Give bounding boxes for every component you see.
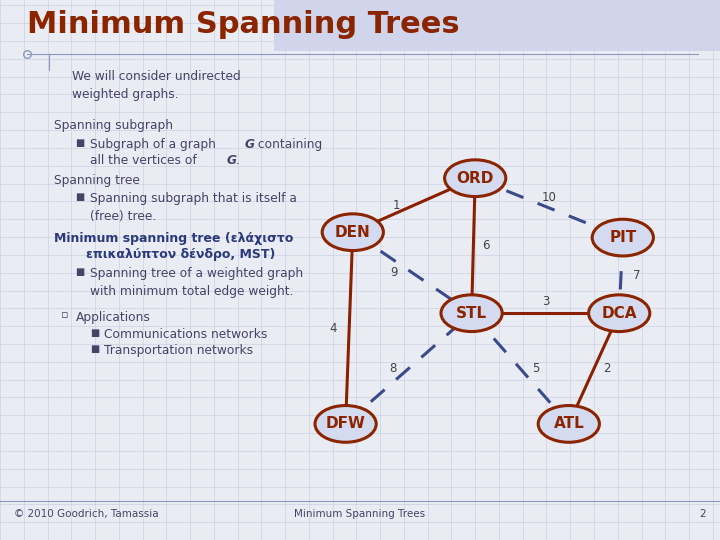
Text: 1: 1 xyxy=(392,199,400,212)
Text: .: . xyxy=(235,154,239,167)
Text: containing: containing xyxy=(254,138,323,151)
Text: Spanning tree of a weighted graph
with minimum total edge weight.: Spanning tree of a weighted graph with m… xyxy=(90,267,303,298)
Text: DCA: DCA xyxy=(601,306,637,321)
Text: all the vertices of: all the vertices of xyxy=(90,154,201,167)
Text: Subgraph of a graph: Subgraph of a graph xyxy=(90,138,220,151)
Text: επικαλύπτον δένδρο, MST): επικαλύπτον δένδρο, MST) xyxy=(86,248,276,261)
FancyBboxPatch shape xyxy=(274,0,720,51)
Text: 7: 7 xyxy=(633,269,641,282)
Ellipse shape xyxy=(592,219,654,256)
Text: 4: 4 xyxy=(330,321,337,335)
Text: We will consider undirected
weighted graphs.: We will consider undirected weighted gra… xyxy=(72,70,240,101)
Text: Transportation networks: Transportation networks xyxy=(104,344,253,357)
Text: PIT: PIT xyxy=(609,230,636,245)
Text: Minimum Spanning Trees: Minimum Spanning Trees xyxy=(294,509,426,519)
Text: ■: ■ xyxy=(90,328,99,338)
Text: G: G xyxy=(227,154,237,167)
Text: Applications: Applications xyxy=(76,310,150,323)
Text: ATL: ATL xyxy=(554,416,584,431)
Text: Communications networks: Communications networks xyxy=(104,328,268,341)
Ellipse shape xyxy=(445,160,506,197)
Text: © 2010 Goodrich, Tamassia: © 2010 Goodrich, Tamassia xyxy=(14,509,159,519)
Text: ■: ■ xyxy=(76,267,85,278)
Text: Spanning subgraph: Spanning subgraph xyxy=(54,119,173,132)
Text: ORD: ORD xyxy=(456,171,494,186)
Text: 9: 9 xyxy=(390,266,398,279)
Text: 8: 8 xyxy=(389,362,397,375)
Ellipse shape xyxy=(441,295,503,332)
Text: 5: 5 xyxy=(532,362,540,375)
Text: DFW: DFW xyxy=(325,416,366,431)
Ellipse shape xyxy=(539,406,600,442)
Ellipse shape xyxy=(315,406,377,442)
Text: DEN: DEN xyxy=(335,225,371,240)
Text: 2: 2 xyxy=(603,362,611,375)
Text: Minimum spanning tree (ελάχιστο: Minimum spanning tree (ελάχιστο xyxy=(54,232,293,245)
Text: G: G xyxy=(245,138,255,151)
Text: 3: 3 xyxy=(541,295,549,308)
Text: Spanning subgraph that is itself a
(free) tree.: Spanning subgraph that is itself a (free… xyxy=(90,192,297,222)
Text: 2: 2 xyxy=(699,509,706,519)
Text: ■: ■ xyxy=(76,138,85,148)
Text: 10: 10 xyxy=(541,191,557,204)
Text: STL: STL xyxy=(456,306,487,321)
Text: ■: ■ xyxy=(76,192,85,202)
Ellipse shape xyxy=(589,295,650,332)
Text: Minimum Spanning Trees: Minimum Spanning Trees xyxy=(27,10,460,39)
Ellipse shape xyxy=(323,214,384,251)
Text: Spanning tree: Spanning tree xyxy=(54,174,140,187)
Text: ▫: ▫ xyxy=(61,310,68,321)
Text: 6: 6 xyxy=(482,239,490,252)
Text: ■: ■ xyxy=(90,344,99,354)
